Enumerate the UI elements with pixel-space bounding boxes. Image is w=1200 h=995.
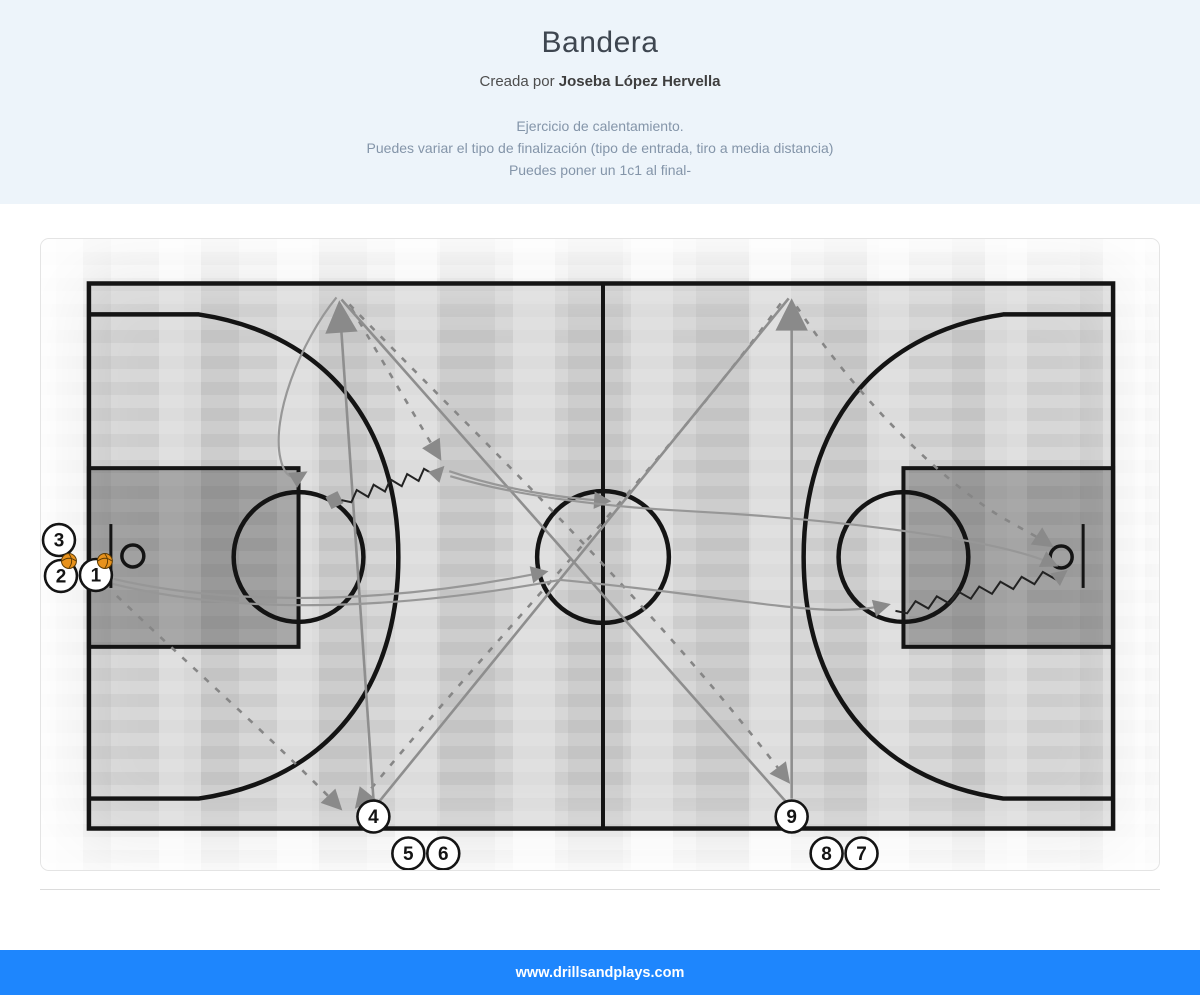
player-circle (426, 836, 461, 870)
pass-arrow-dashed (348, 303, 791, 784)
description-line: Puedes variar el tipo de finalización (t… (366, 140, 834, 156)
description-line: Puedes poner un 1c1 al final- (508, 162, 692, 178)
player-circle (391, 836, 426, 870)
player-marker-3: 3 (41, 522, 77, 558)
left-rim (120, 543, 146, 569)
pass-arrow-dashed (115, 594, 343, 811)
player-number: 9 (786, 807, 797, 828)
player-number: 3 (54, 531, 65, 552)
header-band: Bandera Creada por Joseba López Hervella… (0, 0, 1200, 204)
author-name: Joseba López Hervella (558, 73, 721, 90)
divider (40, 889, 1160, 890)
player-circle (41, 522, 77, 558)
player-marker-6: 6 (426, 836, 461, 870)
run-arrow (325, 300, 375, 799)
player-number: 4 (368, 807, 379, 828)
right-three-point-line (801, 312, 1114, 801)
left-three-point-line (88, 312, 401, 801)
court-floor (41, 239, 1159, 870)
curve-arrow (113, 566, 549, 600)
pass-arrow-dashed (354, 302, 782, 809)
screen-marker (325, 491, 344, 510)
drill-description: Ejercicio de calentamiento. Puedes varia… (0, 115, 1200, 181)
curve-arrow (449, 475, 1059, 567)
player-circle (774, 799, 809, 834)
basketball-icon (96, 553, 113, 569)
player-number: 8 (821, 844, 832, 865)
right-paint-shade (903, 468, 1114, 647)
player-marker-7: 7 (844, 836, 879, 870)
player-number: 6 (438, 844, 449, 865)
curl-cut-arrow (277, 296, 338, 488)
footer-bar: www.drillsandplays.com (0, 950, 1200, 995)
curve-arrow (448, 470, 612, 509)
player-circle (356, 799, 391, 834)
author-line: Creada por Joseba López Hervella (0, 73, 1200, 90)
footer-link[interactable]: www.drillsandplays.com (515, 964, 685, 981)
dribble-zigzag (895, 570, 1068, 615)
author-prefix: Creada por (479, 73, 559, 90)
basketball-icon (60, 553, 77, 569)
player-marker-8: 8 (809, 836, 844, 870)
court-svg: 3 2 1 4 5 6 9 8 7 (41, 281, 1116, 870)
player-number: 1 (91, 565, 102, 586)
players-layer: 3 2 1 4 5 6 9 8 7 (41, 522, 879, 870)
player-marker-9: 9 (774, 799, 809, 834)
curve-arrow (112, 578, 891, 617)
description-line: Ejercicio de calentamiento. (516, 118, 684, 134)
player-marker-5: 5 (391, 836, 426, 870)
run-line (340, 298, 788, 804)
drill-diagram-card: 3 2 1 4 5 6 9 8 7 (40, 238, 1160, 871)
balls-layer (60, 553, 113, 569)
player-number: 2 (56, 566, 67, 587)
player-number: 5 (403, 844, 414, 865)
dribble-zigzag (341, 465, 445, 504)
player-circle (809, 836, 844, 870)
right-free-throw-circle (836, 489, 971, 625)
player-marker-4: 4 (356, 799, 391, 834)
player-number: 7 (856, 844, 867, 865)
pass-arrow-dashed (795, 305, 1054, 548)
page-title: Bandera (541, 26, 659, 59)
left-free-throw-circle (231, 489, 366, 625)
left-paint (86, 466, 301, 649)
right-paint (901, 466, 1116, 649)
run-line (377, 297, 790, 804)
center-circle (534, 488, 672, 626)
player-circle (844, 836, 879, 870)
left-paint-shade (88, 468, 299, 647)
